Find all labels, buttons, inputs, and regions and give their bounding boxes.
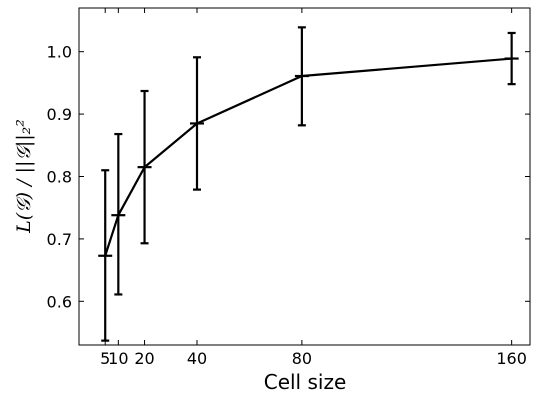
series-line: [104, 57, 512, 257]
y-tick-label: 0.8: [47, 168, 72, 187]
x-tick-label: 20: [134, 349, 154, 368]
axis-ticks: [79, 8, 530, 345]
x-tick-label: 80: [292, 349, 312, 368]
x-tick-label: 160: [496, 349, 527, 368]
plot-frame: [78, 7, 531, 346]
y-tick-label: 0.7: [47, 230, 72, 249]
series-group: [98, 26, 519, 342]
x-tick-label: 5: [100, 349, 110, 368]
x-tick-label: 40: [187, 349, 207, 368]
y-tick-labels: 0.6 0.7 0.8 0.9 1.0: [47, 43, 72, 312]
y-tick-label: 0.6: [47, 292, 72, 311]
x-tick-labels: 510 20 40 80 160: [100, 349, 527, 368]
y-tick-label: 1.0: [47, 43, 72, 62]
y-tick-label: 0.9: [47, 105, 72, 124]
y-axis-label: L(𝒢) / ||𝒢||₂²: [13, 119, 35, 234]
x-tick-label: 10: [108, 349, 128, 368]
x-axis-label: Cell size: [264, 370, 347, 393]
